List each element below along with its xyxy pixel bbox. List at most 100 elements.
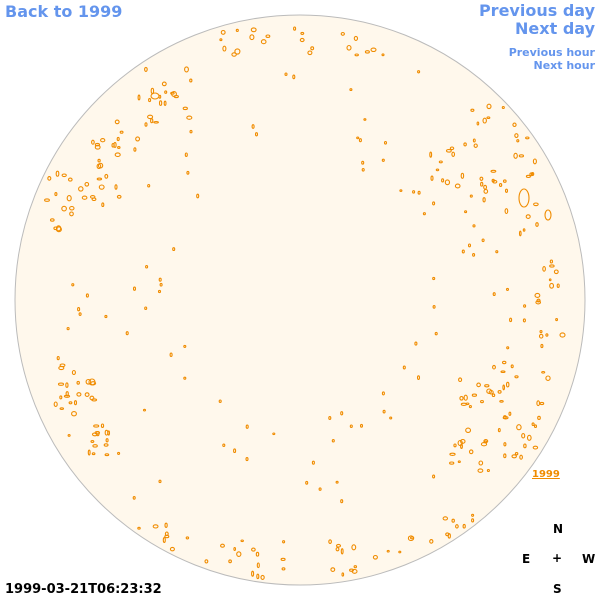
- magnetic-feature-contour: [245, 457, 249, 462]
- magnetic-feature-contour: [164, 522, 168, 528]
- magnetic-feature-contour: [311, 460, 315, 465]
- magnetic-feature-contour: [523, 304, 527, 308]
- magnetic-feature-contour: [114, 119, 120, 125]
- magnetic-feature-contour: [169, 546, 175, 552]
- magnetic-feature-contour: [471, 513, 475, 517]
- observation-timestamp: 1999-03-21T06:23:32: [5, 582, 162, 597]
- magnetic-feature-contour: [256, 573, 260, 580]
- next-day-link[interactable]: Next day: [515, 19, 595, 38]
- magnetic-feature-contour: [441, 178, 445, 183]
- magnetic-feature-contour: [59, 363, 66, 368]
- magnetic-feature-contour: [186, 115, 193, 120]
- magnetic-feature-contour: [511, 454, 517, 459]
- magnetic-feature-contour: [386, 549, 390, 553]
- magnetic-feature-contour: [477, 468, 484, 473]
- magnetic-feature-contour: [158, 277, 162, 282]
- magnetic-feature-contour: [492, 364, 496, 370]
- magnetic-feature-contour: [318, 487, 322, 491]
- magnetic-feature-contour: [183, 344, 187, 348]
- magnetic-feature-contour: [137, 94, 141, 101]
- magnetic-feature-contour: [514, 133, 519, 139]
- magnetic-feature-contour: [486, 388, 492, 394]
- magnetic-feature-contour: [476, 382, 481, 388]
- magnetic-feature-contour: [254, 132, 259, 137]
- magnetic-feature-contour: [73, 400, 78, 406]
- magnetic-feature-contour: [535, 300, 542, 305]
- magnetic-feature-contour: [89, 395, 95, 401]
- magnetic-feature-contour: [87, 449, 91, 456]
- magnetic-feature-contour: [460, 172, 465, 179]
- magnetic-feature-contour: [299, 37, 305, 43]
- magnetic-feature-contour: [245, 424, 249, 429]
- magnetic-feature-contour: [539, 401, 545, 406]
- magnetic-feature-contour: [525, 136, 530, 140]
- magnetic-feature-contour: [144, 66, 148, 72]
- magnetic-feature-contour: [473, 143, 478, 148]
- magnetic-feature-contour: [478, 460, 484, 466]
- magnetic-feature-contour: [236, 551, 242, 557]
- magnetic-feature-contour: [498, 183, 503, 187]
- magnetic-feature-contour: [499, 400, 504, 403]
- magnetic-feature-contour: [506, 346, 510, 350]
- previous-hour-link[interactable]: Previous hour: [508, 46, 595, 59]
- magnetic-feature-contour: [305, 480, 309, 485]
- magnetic-feature-contour: [85, 293, 89, 298]
- magnetic-feature-contour: [525, 214, 531, 219]
- magnetic-feature-contour: [471, 393, 478, 397]
- magnetic-feature-contour: [465, 427, 472, 434]
- magnetic-feature-contour: [502, 384, 506, 391]
- magnetic-feature-contour: [65, 391, 69, 397]
- magnetic-feature-contour: [103, 443, 109, 447]
- magnetic-feature-contour: [461, 249, 465, 254]
- back-to-year-link[interactable]: Back to 1999: [5, 2, 123, 21]
- magnetic-feature-contour: [218, 399, 222, 403]
- magnetic-feature-contour: [97, 158, 101, 163]
- magnetic-feature-contour: [532, 158, 537, 165]
- magnetic-feature-contour: [412, 190, 416, 194]
- magnetic-feature-contour: [59, 407, 65, 410]
- magnetic-feature-contour: [542, 266, 546, 272]
- magnetic-feature-contour: [256, 562, 260, 569]
- magnetic-feature-contour: [116, 194, 122, 199]
- magnetic-feature-contour: [533, 202, 539, 207]
- magnetic-feature-contour: [556, 283, 560, 288]
- magnetic-feature-contour: [454, 183, 461, 189]
- magnetic-feature-contour: [53, 401, 58, 407]
- magnetic-feature-contour: [545, 333, 549, 337]
- magnetic-feature-contour: [351, 544, 357, 551]
- magnetic-feature-contour: [449, 461, 455, 465]
- magnetic-feature-contour: [184, 66, 189, 73]
- magnetic-feature-contour: [54, 192, 58, 197]
- magnetic-feature-contour: [69, 211, 74, 217]
- magnetic-feature-contour: [459, 395, 464, 401]
- magnetic-feature-contour: [463, 394, 468, 401]
- magnetic-feature-contour: [88, 378, 96, 386]
- magnetic-feature-contour: [78, 312, 82, 316]
- magnetic-feature-contour: [161, 81, 167, 87]
- magnetic-feature-contour: [460, 438, 466, 444]
- magnetic-feature-contour: [502, 179, 507, 183]
- magnetic-feature-contour: [335, 480, 339, 484]
- magnetic-feature-contour: [96, 177, 103, 181]
- magnetic-feature-contour: [153, 120, 159, 124]
- next-hour-link[interactable]: Next hour: [533, 59, 596, 72]
- magnetic-feature-contour: [480, 399, 484, 404]
- magnetic-feature-contour: [479, 176, 484, 181]
- previous-day-link[interactable]: Previous day: [478, 1, 595, 20]
- magnetic-feature-contour: [66, 195, 72, 202]
- magnetic-feature-contour: [465, 402, 470, 406]
- magnetic-feature-contour: [480, 181, 484, 187]
- magnetic-feature-contour: [100, 138, 106, 143]
- magnetic-feature-contour: [293, 26, 297, 31]
- magnetic-feature-contour: [372, 554, 378, 560]
- magnetic-feature-contour: [150, 92, 160, 100]
- compass-center: +: [552, 551, 563, 565]
- magnetic-feature-contour: [442, 516, 449, 521]
- magnetic-feature-contour: [445, 532, 450, 537]
- magnetic-feature-contour: [158, 479, 162, 484]
- magnetic-feature-contour: [49, 218, 55, 222]
- magnetic-feature-contour: [185, 536, 190, 540]
- magnetic-feature-contour: [116, 136, 120, 142]
- magnetic-feature-contour: [234, 48, 241, 55]
- year-link[interactable]: 1999: [532, 469, 560, 480]
